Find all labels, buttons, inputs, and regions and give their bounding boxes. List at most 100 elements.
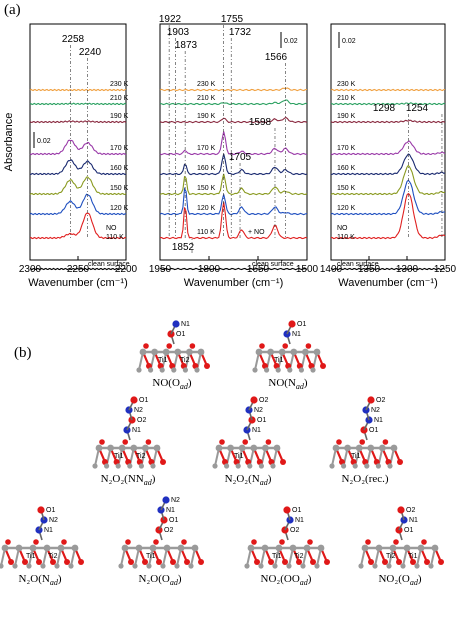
o-atom [8, 559, 14, 565]
o-atom [359, 439, 366, 445]
series-line [330, 140, 446, 156]
series-label: clean surface [337, 261, 379, 268]
structure-caption: N₂O₂(Nad) [225, 473, 272, 487]
ti-atom [160, 563, 166, 569]
structure-caption: N₂O₂(rec.) [341, 473, 388, 485]
o-atom [288, 320, 296, 328]
plot-frame [330, 23, 446, 261]
ti-atom [358, 563, 364, 569]
atom-label: O2 [406, 507, 415, 514]
o-atom [320, 363, 326, 369]
o-atom [305, 343, 312, 349]
o-atom [382, 439, 389, 445]
series-line [29, 88, 127, 92]
ti-atom [148, 367, 154, 373]
o-atom [368, 559, 374, 565]
scale-bar-label: 0.02 [37, 138, 51, 145]
atom-label: N1 [252, 427, 261, 434]
n-atom [162, 496, 170, 504]
o-atom [251, 539, 257, 545]
ti-atom [224, 463, 230, 469]
o-atom [99, 439, 105, 445]
series-label: 190 K [110, 113, 129, 120]
ti-atom [287, 367, 293, 373]
ti-atom [386, 563, 392, 569]
peak-label: 1755 [221, 14, 244, 25]
adsorption-structures: O1 N1 Ti1 Ti2 NO(Oad) N1 O1 Ti1 NO(Nad) N1 O2 N2 O1 T… [0, 320, 444, 587]
ti-atom [171, 367, 177, 373]
series-line [160, 202, 308, 240]
ti-atom [275, 367, 281, 373]
structure-6: N1 N2 O1 Ti1 Ti2 N₂O(Nad) [0, 506, 84, 587]
series-line [29, 120, 127, 124]
series-label: clean surface [88, 261, 130, 268]
series-label: 110 K [337, 234, 355, 241]
x-tick-label: 2300 [19, 264, 42, 275]
o-atom [153, 539, 159, 545]
o-atom [142, 559, 148, 565]
ti-atom [146, 563, 152, 569]
atom-label: N2 [171, 497, 180, 504]
series-label: 170 K [197, 145, 216, 152]
series-label: 230 K [337, 81, 356, 88]
atom-label: Ti1 [26, 553, 36, 560]
peak-label: 1922 [159, 14, 182, 25]
n-atom [172, 320, 180, 328]
structure-4: N1 O1 N2 O2 Ti1 N₂O₂(Nad) [212, 396, 286, 487]
atom-label: Ti1 [234, 453, 244, 460]
y-axis-label: Absorbance [3, 113, 15, 172]
ti-atom [127, 463, 133, 469]
structure-2: N1 O1 Ti1 NO(Nad) [252, 320, 326, 391]
x-axis-label: Wavenumber (cm⁻¹) [184, 277, 284, 289]
series-label: 150 K [197, 185, 216, 192]
series-line [159, 187, 308, 216]
atom-label: N1 [44, 527, 53, 534]
o-atom [397, 459, 403, 465]
atom-label: O2 [290, 527, 299, 534]
o-atom [128, 559, 134, 565]
panel-a-label: (a) [4, 2, 21, 18]
ti-atom [375, 463, 381, 469]
o-atom [424, 559, 430, 565]
atom-label: O1 [369, 427, 378, 434]
structure-9: O1 N1 O2 Ti2 Ti1 NO₂(Oad) [358, 506, 444, 587]
series-label: 120 K [110, 205, 129, 212]
series-label: 170 K [110, 145, 129, 152]
series-line [159, 99, 308, 106]
x-tick-label: 2200 [115, 264, 138, 275]
series-label: 210 K [110, 95, 129, 102]
peak-label: 2240 [79, 47, 102, 58]
series-label: 190 K [337, 113, 356, 120]
peak-label: 1732 [229, 27, 252, 38]
structure-caption: N₂O(Nad) [18, 573, 61, 587]
atom-label: O2 [376, 397, 385, 404]
o-atom [130, 396, 138, 404]
o-atom [184, 559, 190, 565]
o-atom [282, 559, 288, 565]
series-line [30, 212, 127, 240]
series-label: 110 K [106, 234, 124, 241]
o-atom [156, 559, 162, 565]
o-atom [37, 506, 45, 514]
o-atom [219, 439, 225, 445]
series-line [330, 102, 446, 106]
peak-label: 1254 [406, 103, 429, 114]
scale-bar-label: 0.02 [284, 38, 298, 45]
structure-7: O2 O1 N1 N2 Ti1 N₂O(Oad) [118, 496, 204, 587]
o-atom [365, 539, 371, 545]
peak-label: 1598 [249, 117, 272, 128]
ti-atom [352, 463, 358, 469]
atom-label: Ti1 [158, 357, 168, 364]
plot-frame [159, 23, 308, 261]
o-atom [259, 343, 265, 349]
x-axis-label: Wavenumber (cm⁻¹) [28, 277, 128, 289]
o-atom [280, 459, 286, 465]
series-label: 170 K [337, 145, 356, 152]
panel-b-label: (b) [14, 345, 32, 361]
atom-label: O1 [297, 321, 306, 328]
o-atom [397, 506, 405, 514]
atom-label: Ti1 [272, 553, 282, 560]
